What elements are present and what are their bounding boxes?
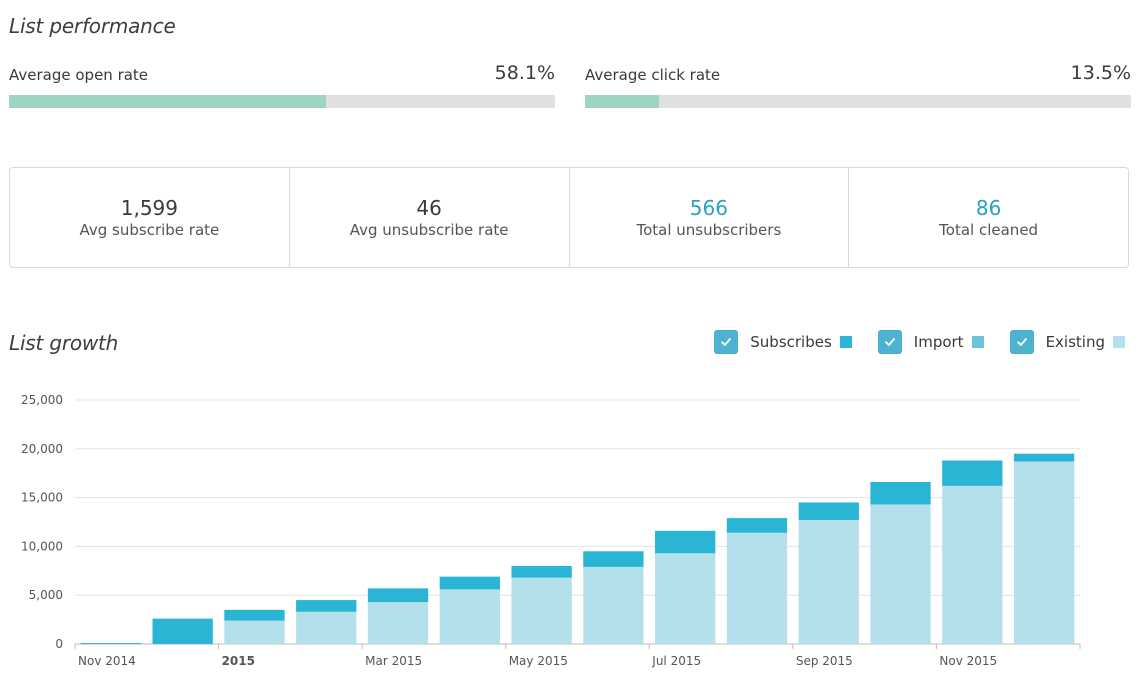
click-rate-value: 13.5% bbox=[1070, 62, 1131, 84]
legend-swatch-import bbox=[971, 336, 984, 348]
bar-existing bbox=[870, 504, 931, 644]
bar-subscribes bbox=[367, 588, 429, 603]
stat-value: 1,599 bbox=[120, 196, 178, 220]
bar-existing bbox=[583, 566, 644, 644]
click-rate-fill bbox=[585, 95, 659, 108]
bar-subscribes bbox=[798, 502, 859, 521]
stat-value: 46 bbox=[416, 196, 442, 220]
chart-legend: Subscribes Import Existing bbox=[688, 330, 1125, 354]
list-growth-chart: 0 5,000 10,000 15,000 20,000 25,000 Nov 2014 20… bbox=[21, 393, 1081, 668]
bar-existing bbox=[439, 589, 500, 644]
legend-swatch-subscribes bbox=[839, 336, 852, 348]
x-tick-label: 2015 bbox=[222, 654, 255, 668]
bar-subscribes bbox=[726, 518, 788, 533]
stat-label: Total unsubscribers bbox=[636, 221, 782, 239]
stat-total-cleaned: 86 Total cleaned bbox=[849, 168, 1128, 267]
subscribes-checkbox[interactable] bbox=[714, 330, 739, 354]
x-tick-label: Mar 2015 bbox=[365, 654, 422, 668]
checkmark-icon bbox=[1016, 338, 1027, 346]
legend-item-existing: Existing bbox=[1009, 330, 1125, 354]
bar-existing bbox=[942, 485, 1003, 644]
stat-value: 566 bbox=[689, 196, 728, 220]
click-rate-track bbox=[585, 95, 1131, 108]
x-tick-label: Nov 2014 bbox=[78, 654, 136, 668]
stat-label: Total cleaned bbox=[939, 221, 1039, 239]
bar-existing bbox=[296, 611, 357, 644]
bar-subscribes bbox=[655, 530, 716, 554]
list-growth-title: List growth bbox=[9, 331, 119, 355]
stat-label: Avg unsubscribe rate bbox=[349, 221, 509, 239]
open-rate-track bbox=[9, 95, 555, 108]
bar-existing bbox=[1013, 461, 1075, 644]
checkmark-icon bbox=[721, 338, 732, 346]
stats-panel: 1,599 Avg subscribe rate 46 Avg unsubscr… bbox=[9, 167, 1129, 268]
open-rate-fill bbox=[9, 95, 327, 108]
import-checkbox[interactable] bbox=[877, 330, 902, 354]
open-rate-label: Average open rate bbox=[9, 66, 149, 84]
x-tick-label: Nov 2015 bbox=[939, 654, 997, 668]
bar-subscribes bbox=[583, 551, 644, 567]
x-tick-label: Jul 2015 bbox=[651, 654, 701, 668]
y-tick-label: 5,000 bbox=[29, 588, 63, 602]
bar-existing bbox=[367, 602, 429, 644]
bar-subscribes bbox=[296, 600, 357, 612]
bar-subscribes bbox=[439, 576, 500, 590]
bar-existing bbox=[655, 553, 716, 644]
legend-item-import: Import bbox=[877, 330, 984, 354]
x-tick-label: May 2015 bbox=[509, 654, 568, 668]
legend-swatch-existing bbox=[1113, 336, 1125, 348]
bar-subscribes bbox=[870, 481, 931, 505]
bar-subscribes bbox=[1013, 453, 1075, 462]
legend-item-subscribes: Subscribes bbox=[714, 330, 852, 354]
legend-label-subscribes: Subscribes bbox=[750, 333, 832, 351]
bar-subscribes bbox=[224, 609, 285, 621]
stat-label: Avg subscribe rate bbox=[79, 221, 220, 239]
y-tick-label: 20,000 bbox=[21, 442, 63, 456]
stat-avg-unsubscribe-rate: 46 Avg unsubscribe rate bbox=[290, 168, 570, 267]
bar-existing bbox=[224, 620, 285, 644]
stat-total-unsubscribers: 566 Total unsubscribers bbox=[570, 168, 850, 267]
bar-existing bbox=[798, 520, 859, 644]
bar-existing bbox=[511, 577, 572, 644]
click-rate-label: Average click rate bbox=[585, 66, 721, 84]
stat-avg-subscribe-rate: 1,599 Avg subscribe rate bbox=[10, 168, 290, 267]
open-rate-value: 58.1% bbox=[494, 62, 555, 84]
stat-value: 86 bbox=[975, 196, 1002, 220]
y-tick-label: 25,000 bbox=[21, 393, 63, 407]
x-tick-label: Sep 2015 bbox=[796, 654, 853, 668]
bar-existing bbox=[726, 532, 788, 644]
bar-subscribes bbox=[80, 643, 142, 644]
legend-label-existing: Existing bbox=[1045, 333, 1105, 351]
legend-label-import: Import bbox=[913, 333, 964, 351]
y-tick-label: 0 bbox=[55, 637, 63, 651]
bar-subscribes bbox=[942, 460, 1003, 486]
existing-checkbox[interactable] bbox=[1009, 330, 1034, 354]
list-performance-title: List performance bbox=[9, 14, 176, 38]
y-tick-label: 10,000 bbox=[21, 539, 63, 553]
bar-subscribes bbox=[511, 565, 572, 578]
checkmark-icon bbox=[884, 338, 895, 346]
y-tick-label: 15,000 bbox=[21, 491, 63, 505]
bar-subscribes bbox=[152, 618, 213, 644]
